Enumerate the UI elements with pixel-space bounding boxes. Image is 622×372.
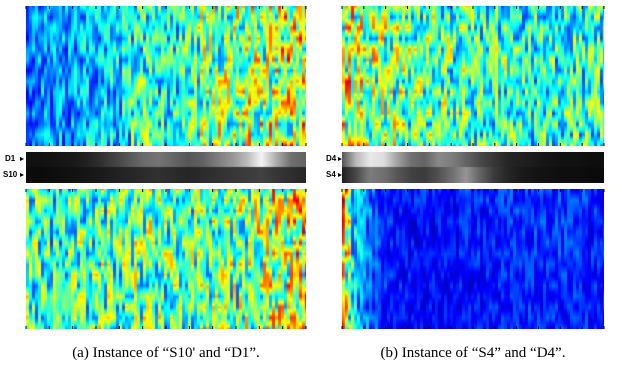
panel-a-strip-label-2: S10	[3, 170, 18, 179]
panel-b-strip-arrow-2	[338, 173, 342, 177]
panel-a-strip-label-1: D1	[5, 154, 16, 163]
panel-b-strip-arrow-1	[338, 157, 342, 161]
panel-a-top-heatmap	[26, 6, 306, 146]
panel-a-top-axis-ticks	[25, 6, 307, 146]
panel-b-caption: (b) Instance of “S4” and “D4”.	[380, 345, 566, 361]
panel-a-caption: (a) Instance of “S10' and “D1”.	[72, 345, 260, 361]
panel-a-bottom-axis-ticks	[25, 189, 307, 329]
panel-b-strip-label-2: S4	[326, 170, 336, 179]
panel-a-strip-arrow-2	[20, 173, 24, 177]
panel-b-top-heatmap	[342, 6, 604, 146]
panel-b-bottom-axis-ticks	[341, 189, 605, 329]
panel-b-strip-label-1: D4	[326, 154, 337, 163]
panel-b-bottom-heatmap	[342, 189, 604, 329]
panel-a-bottom-heatmap	[26, 189, 306, 329]
panel-b-activation-strip	[342, 152, 604, 183]
panel-a-strip-arrow-1	[20, 157, 24, 161]
panel-a-activation-strip	[26, 152, 306, 183]
panel-b-top-axis-ticks	[341, 6, 605, 146]
